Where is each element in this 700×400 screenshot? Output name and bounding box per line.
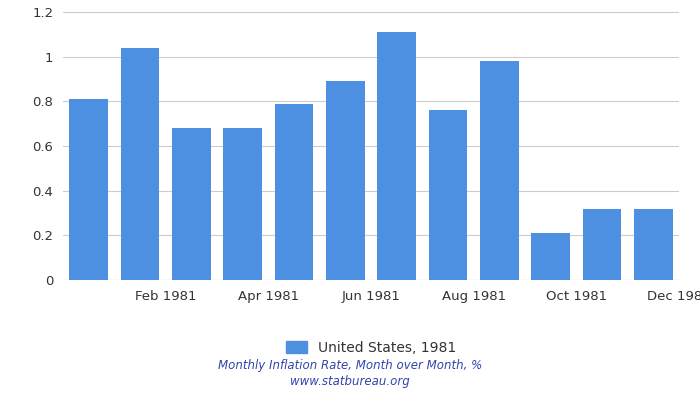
Bar bbox=[69, 99, 108, 280]
Bar bbox=[223, 128, 262, 280]
Bar bbox=[634, 208, 673, 280]
Legend: United States, 1981: United States, 1981 bbox=[280, 335, 462, 360]
Bar bbox=[428, 110, 468, 280]
Bar bbox=[172, 128, 211, 280]
Bar bbox=[480, 61, 519, 280]
Bar bbox=[120, 48, 160, 280]
Text: www.statbureau.org: www.statbureau.org bbox=[290, 376, 410, 388]
Bar bbox=[531, 233, 570, 280]
Bar bbox=[326, 81, 365, 280]
Bar bbox=[274, 104, 314, 280]
Bar bbox=[582, 208, 622, 280]
Text: Monthly Inflation Rate, Month over Month, %: Monthly Inflation Rate, Month over Month… bbox=[218, 360, 482, 372]
Bar bbox=[377, 32, 416, 280]
